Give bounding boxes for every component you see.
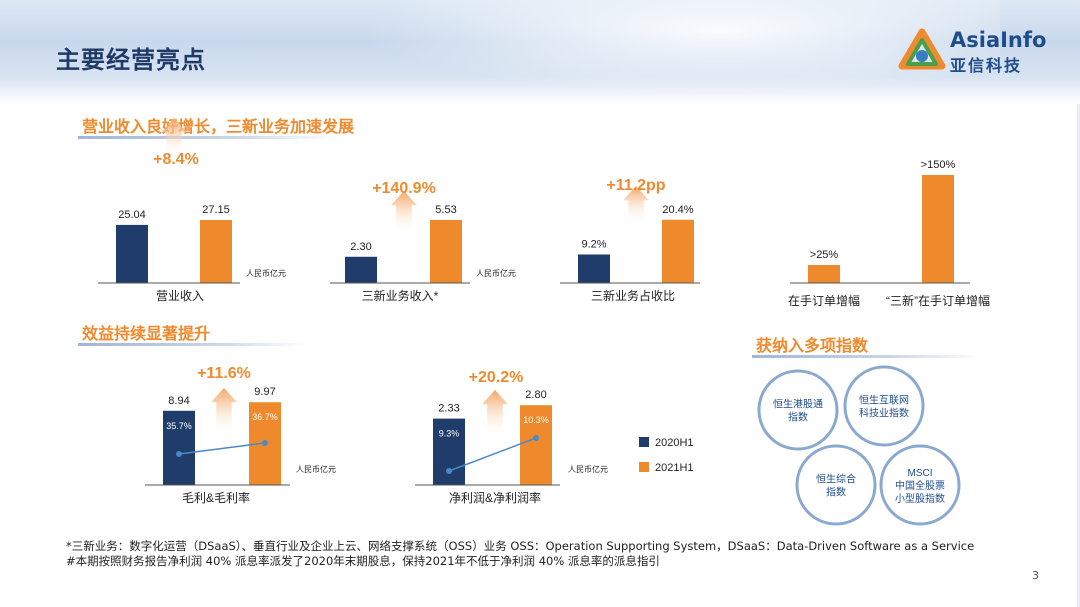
new_business_revenue-growth-label: +140.9% (372, 180, 436, 197)
net_profit-margin-line (448, 437, 537, 472)
new_business_revenue-bar-1 (430, 219, 462, 283)
legend-swatch-2021h1 (639, 462, 649, 472)
legend-label-2020h1: 2020H1 (655, 437, 694, 449)
index-label-3-0: MSCI (908, 468, 933, 479)
revenue-value-label-1: 27.15 (202, 204, 230, 216)
new_business_revenue-bar-0 (345, 256, 377, 283)
profit-heading-underline (78, 343, 308, 346)
new_business_share-value-label-0: 9.2% (581, 238, 606, 250)
order_backlog-value-label-1: >150% (921, 159, 956, 171)
net_profit-growth-label: +20.2% (469, 369, 524, 386)
index-heading-underline (752, 355, 982, 358)
revenue-unit-label: 人民币亿元 (246, 268, 286, 278)
new_business_revenue-value-label-0: 2.30 (350, 241, 371, 253)
new_business_share-growth-arrow-icon (623, 186, 649, 224)
revenue-x-label: 营业收入 (156, 289, 204, 303)
net_profit-growth-arrow-icon (482, 390, 508, 438)
new_business_share-bar-1 (662, 219, 694, 283)
legend-label-2021h1: 2021H1 (655, 462, 694, 474)
net_profit-margin-label-1: 10.3% (523, 415, 549, 425)
net_profit-value-label-1: 2.80 (525, 389, 546, 401)
new_business_revenue-growth-arrow-icon (391, 191, 417, 235)
net_profit-margin-point-1 (533, 435, 539, 441)
order_backlog-bar-0 (808, 265, 840, 283)
gross_profit-margin-label-0: 35.7% (166, 421, 192, 431)
footnote-new-business: *三新业务：数字化运营（DSaaS）、垂直行业及企业上云、网络支撑系统（OSS）… (66, 539, 975, 553)
right-edge-strip (1077, 104, 1080, 607)
new_business_share-bar-0 (578, 254, 610, 283)
header-banner (0, 0, 1080, 104)
net_profit-margin-label-0: 9.3% (439, 429, 460, 439)
index-label-2-1: 指数 (826, 486, 846, 499)
revenue-section-heading: 营业收入良好增长，三新业务加速发展 (82, 117, 355, 136)
new_business_revenue-value-label-1: 5.53 (435, 204, 456, 216)
new_business_share-growth-label: +11.2pp (606, 177, 665, 194)
asiainfo-logo-icon (898, 28, 946, 70)
new_business_share-x-label: 三新业务占收比 (591, 288, 675, 303)
revenue-bar-1 (200, 220, 232, 283)
legend-swatch-2020h1 (639, 437, 649, 447)
index-section-heading: 获纳入多项指数 (756, 336, 869, 355)
revenue-heading-underline (78, 136, 338, 139)
gross_profit-unit-label: 人民币亿元 (296, 464, 336, 474)
revenue-growth-arrow-icon (161, 118, 187, 158)
revenue-growth-label: +8.4% (153, 151, 199, 168)
index-circle-1 (843, 365, 925, 447)
net_profit-value-label-0: 2.33 (438, 403, 459, 415)
index-label-0-1: 指数 (788, 411, 808, 424)
index-label-3-1: 中国全股票 (895, 479, 945, 492)
index-label-3-2: 小型股指数 (895, 492, 945, 505)
gross_profit-margin-line (178, 442, 266, 455)
order_backlog-category-label-1: “三新”在手订单增幅 (886, 293, 990, 308)
index-circle-3 (879, 444, 961, 526)
index-label-1-0: 恒生互联网 (859, 394, 909, 407)
gross_profit-growth-arrow-icon (211, 388, 237, 436)
order_backlog-bar-1 (922, 175, 954, 283)
index-circle-2 (795, 444, 877, 526)
net_profit-margin-point-0 (446, 468, 452, 474)
index-label-1-1: 科技业指数 (859, 407, 909, 420)
gross_profit-growth-label: +11.6% (197, 365, 251, 382)
page-title: 主要经营亮点 (56, 46, 206, 74)
index-circle-0 (757, 369, 839, 451)
revenue-bar-0 (116, 224, 148, 283)
gross_profit-value-label-1: 9.97 (254, 386, 275, 398)
gross_profit-x-label: 毛利&毛利率 (182, 490, 250, 505)
logo-text-cn: 亚信科技 (950, 56, 1023, 75)
net_profit-bar-1 (520, 405, 552, 485)
net_profit-x-label: 净利润&净利润率 (449, 490, 541, 505)
new_business_share-value-label-1: 20.4% (662, 204, 693, 216)
new_business_revenue-unit-label: 人民币亿元 (476, 268, 516, 278)
order_backlog-category-label-0: 在手订单增幅 (788, 293, 860, 308)
revenue-value-label-0: 25.04 (118, 209, 146, 221)
gross_profit-bar-0 (163, 410, 195, 485)
gross_profit-margin-point-0 (176, 451, 182, 457)
footnote-dividend: #本期按照财务报告净利润 40% 派息率派发了2020年末期股息，保持2021年… (66, 554, 660, 568)
page-number: 3 (1032, 569, 1039, 582)
logo-text-en: AsiaInfo (950, 28, 1047, 52)
profit-section-heading: 效益持续显著提升 (82, 324, 211, 343)
gross_profit-value-label-0: 8.94 (168, 395, 189, 407)
new_business_revenue-x-label: 三新业务收入* (362, 288, 439, 303)
index-label-0-0: 恒生港股通 (773, 398, 823, 411)
order_backlog-value-label-0: >25% (810, 249, 839, 261)
net_profit-unit-label: 人民币亿元 (568, 464, 608, 474)
index-label-2-0: 恒生综合 (816, 473, 856, 486)
gross_profit-margin-point-1 (262, 440, 268, 446)
gross_profit-margin-label-1: 36.7% (252, 412, 278, 422)
